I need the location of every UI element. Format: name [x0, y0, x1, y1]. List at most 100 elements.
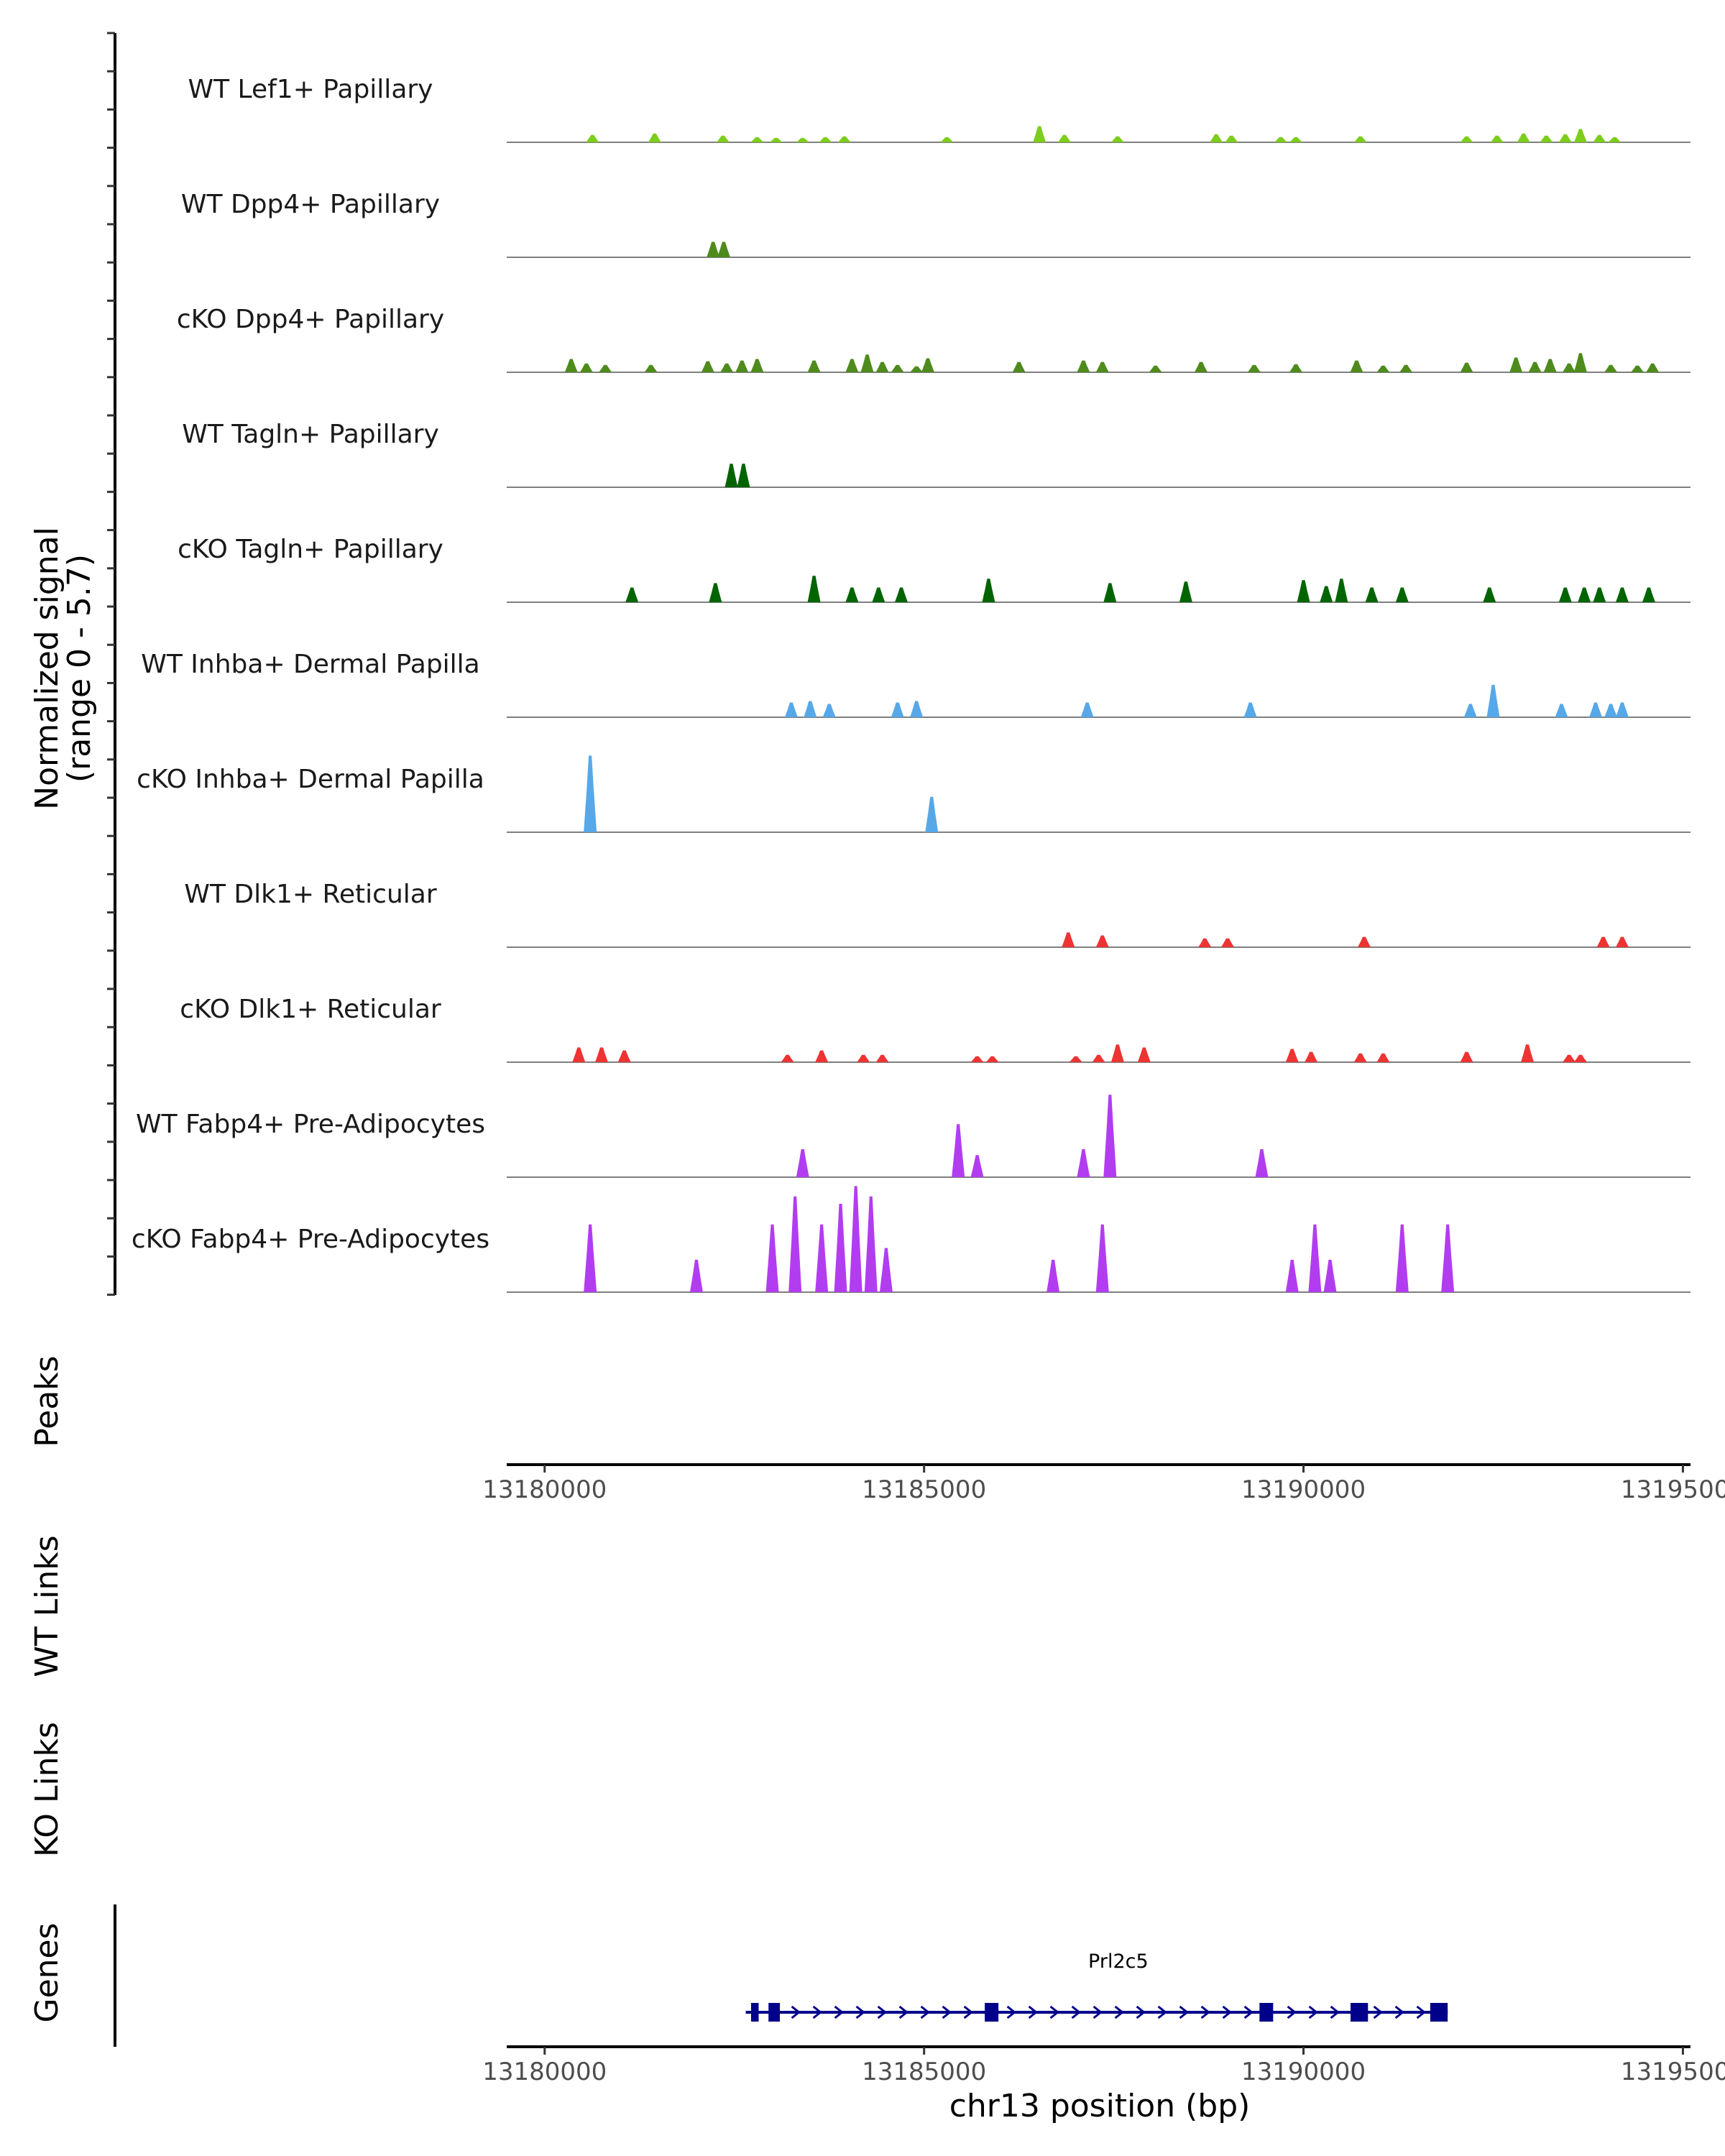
coverage-peak — [1137, 1047, 1151, 1062]
x-tick-label: 13180000 — [482, 2058, 607, 2086]
coverage-peak — [1080, 702, 1094, 717]
coverage-peak — [1195, 361, 1208, 372]
coverage-peak — [1615, 702, 1629, 717]
strand-arrow — [1200, 2005, 1210, 2019]
coverage-peak — [875, 1054, 889, 1062]
x-tick-label: 13195000 — [1621, 1475, 1725, 1504]
coverage-peak — [985, 1056, 999, 1062]
x-tick-label: 13185000 — [862, 1475, 986, 1504]
x-tick-label: 13190000 — [1241, 2058, 1366, 2086]
strand-arrow — [1179, 2005, 1189, 2019]
coverage-peak — [925, 796, 939, 832]
coverage-peak — [717, 241, 730, 257]
strand-arrow — [963, 2005, 973, 2019]
track-6: cKO Inhba+ Dermal Papilla — [137, 755, 1690, 833]
coverage-peak — [644, 364, 658, 372]
track-8: cKO Dlk1+ Reticular — [180, 995, 1690, 1063]
coverage-peak — [625, 587, 639, 602]
gene-exon — [768, 2003, 781, 2022]
track-5: WT Inhba+ Dermal Papilla — [141, 650, 1690, 718]
coverage-peak — [1573, 129, 1587, 142]
coverage-peak — [1642, 587, 1655, 602]
strand-arrow — [1394, 2005, 1404, 2019]
coverage-peak — [910, 701, 924, 717]
coverage-peak — [1543, 359, 1557, 372]
coverage-peak — [1395, 1224, 1409, 1292]
wt-links-panel-title: WT Links — [29, 1535, 65, 1677]
coverage-peak — [1558, 587, 1572, 602]
coverage-peak — [895, 587, 908, 602]
coverage-peak — [1540, 135, 1553, 142]
gene-exon — [1259, 2003, 1274, 2022]
strand-arrow — [1071, 2005, 1081, 2019]
coverage-peak — [572, 1047, 586, 1062]
gene-exon — [750, 2003, 759, 2022]
coverage-peak — [1077, 1149, 1090, 1177]
coverage-peak — [891, 702, 904, 717]
coverage-peak — [1615, 936, 1629, 947]
x-tick-label: 13180000 — [482, 1475, 607, 1504]
coverage-peak — [1483, 587, 1496, 602]
peaks-panel-title: Peaks — [29, 1355, 65, 1447]
track-1: WT Dpp4+ Papillary — [181, 190, 1690, 258]
strand-arrow — [942, 2005, 952, 2019]
track-4: cKO Tagln+ Papillary — [178, 535, 1690, 603]
x-tick-label: 13190000 — [1241, 1475, 1366, 1504]
coverage-peak — [807, 576, 821, 602]
coverage-peak — [815, 1050, 829, 1062]
strand-arrow — [1308, 2005, 1318, 2019]
gene-exon — [985, 2003, 999, 2022]
coverage-peak — [1308, 1224, 1322, 1292]
coverage-peak — [1247, 364, 1261, 372]
track-label: WT Tagln+ Papillary — [182, 420, 439, 449]
strand-arrow — [1006, 2005, 1016, 2019]
coverage-peak — [819, 137, 832, 142]
coverage-peak — [807, 360, 821, 372]
coverage-peak — [1463, 704, 1477, 717]
coverage-peak — [586, 134, 599, 142]
coverage-peak — [1323, 1259, 1337, 1292]
coverage-peak — [584, 755, 597, 832]
track-10: cKO Fabp4+ Pre-Adipocytes — [132, 1186, 1690, 1293]
coverage-peak — [594, 1047, 608, 1062]
coverage-peak — [849, 1186, 862, 1292]
coverage-peak — [1285, 1259, 1299, 1292]
coverage-peak — [891, 364, 904, 372]
coverage-peak — [579, 363, 593, 372]
coverage-peak — [1095, 1224, 1109, 1292]
coverage-peak — [1092, 1054, 1105, 1062]
coverage-peak — [970, 1155, 984, 1177]
coverage-peak — [1046, 1259, 1060, 1292]
strand-arrow — [877, 2005, 887, 2019]
coverage-peak — [1376, 1053, 1390, 1062]
coverage-peak — [815, 1224, 829, 1292]
strand-arrow — [1049, 2005, 1059, 2019]
coverage-peak — [1353, 1053, 1367, 1062]
coverage-peak — [1179, 581, 1192, 602]
track-3: WT Tagln+ Papillary — [182, 420, 1690, 488]
y-axis-title-line2: (range 0 - 5.7) — [61, 554, 98, 783]
strand-arrow — [812, 2005, 822, 2019]
gene-exon — [1430, 2003, 1448, 2022]
gene-name: Prl2c5 — [1088, 1950, 1149, 1973]
coverage-peak — [879, 1248, 893, 1292]
coverage-peak — [1376, 365, 1390, 372]
strand-arrow — [1243, 2005, 1254, 2019]
coverage-peak — [1095, 361, 1109, 372]
coverage-peak — [952, 1124, 965, 1177]
coverage-peak — [750, 137, 764, 142]
track-2: cKO Dpp4+ Papillary — [177, 305, 1690, 373]
track-label: WT Dlk1+ Reticular — [184, 880, 436, 909]
coverage-peak — [1460, 1051, 1473, 1062]
coverage-peak — [1596, 936, 1610, 947]
coverage-peak — [1350, 360, 1363, 372]
coverage-peak — [724, 464, 738, 487]
coverage-peak — [1593, 587, 1606, 602]
track-0: WT Lef1+ Papillary — [188, 75, 1690, 143]
coverage-peak — [796, 1149, 809, 1177]
coverage-peak — [689, 1259, 703, 1292]
strand-arrow — [1092, 2005, 1103, 2019]
x-tick-label: 13185000 — [862, 2058, 986, 2086]
track-label: cKO Dpp4+ Papillary — [177, 305, 444, 334]
